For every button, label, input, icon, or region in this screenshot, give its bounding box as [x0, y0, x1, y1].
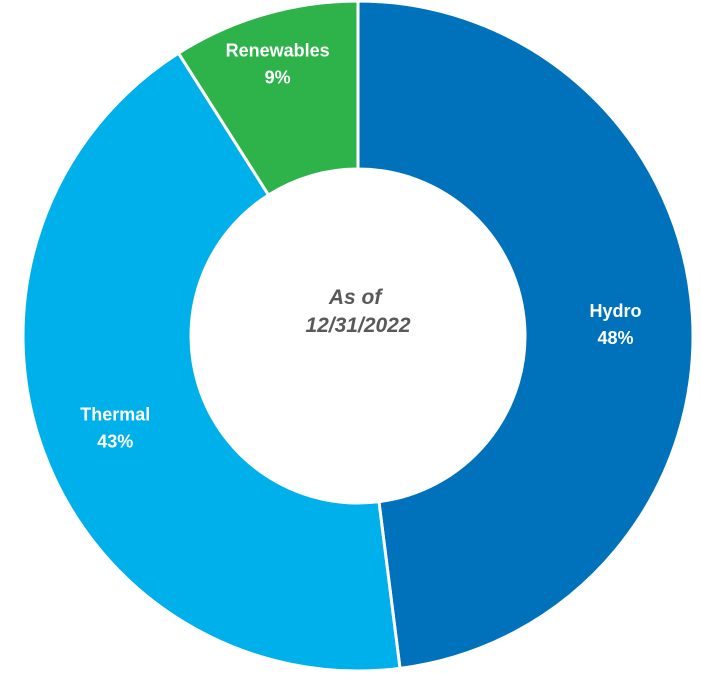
slice-thermal: [21, 51, 402, 673]
slice-value: 43%: [97, 431, 133, 451]
slice-hydro: [356, 0, 695, 671]
slice-renewables: [176, 0, 360, 198]
slice-value: 9%: [265, 67, 291, 87]
center-label-line-2: 12/31/2022: [305, 314, 410, 337]
slice-value: 48%: [597, 328, 633, 348]
center-label: As of 12/31/2022: [305, 286, 410, 337]
labels-group: Hydro 48% Thermal 43% Renewables 9%: [80, 40, 641, 451]
center-label-line-1: As of: [328, 286, 384, 309]
slice-name: Hydro: [589, 301, 641, 321]
slice-name: Thermal: [80, 404, 150, 424]
slice-label-thermal: Thermal 43%: [80, 404, 150, 451]
slice-name: Renewables: [226, 40, 330, 60]
slice-label-renewables: Renewables 9%: [226, 40, 330, 87]
slices-group: [21, 0, 695, 673]
slice-label-hydro: Hydro 48%: [589, 301, 641, 348]
